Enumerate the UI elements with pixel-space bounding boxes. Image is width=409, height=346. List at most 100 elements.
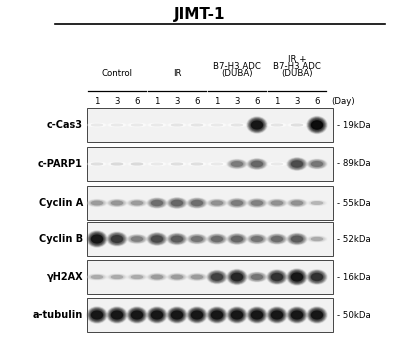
Ellipse shape [110, 163, 124, 165]
Text: Control: Control [101, 69, 133, 78]
Ellipse shape [267, 270, 287, 284]
Ellipse shape [312, 162, 323, 166]
Ellipse shape [288, 234, 306, 244]
Ellipse shape [189, 163, 204, 165]
Ellipse shape [272, 311, 283, 319]
Ellipse shape [307, 117, 327, 134]
Ellipse shape [228, 199, 246, 207]
Ellipse shape [112, 201, 123, 205]
Ellipse shape [149, 274, 165, 280]
Ellipse shape [229, 161, 245, 167]
Ellipse shape [248, 159, 266, 169]
Ellipse shape [107, 162, 127, 166]
Ellipse shape [270, 124, 283, 126]
Ellipse shape [89, 233, 105, 245]
Ellipse shape [191, 200, 204, 206]
Ellipse shape [231, 200, 243, 206]
Ellipse shape [169, 235, 185, 243]
Ellipse shape [231, 236, 243, 243]
Ellipse shape [167, 233, 187, 245]
Ellipse shape [188, 199, 206, 208]
Bar [87, 186, 333, 220]
Ellipse shape [312, 121, 323, 129]
Ellipse shape [189, 309, 204, 321]
Ellipse shape [147, 307, 167, 323]
Ellipse shape [88, 308, 106, 322]
Text: 1: 1 [274, 97, 280, 106]
Ellipse shape [110, 201, 124, 206]
Ellipse shape [110, 124, 124, 126]
Ellipse shape [290, 310, 303, 320]
Text: (Day): (Day) [331, 97, 355, 106]
Ellipse shape [211, 200, 223, 206]
Text: 3: 3 [234, 97, 240, 106]
Ellipse shape [270, 310, 283, 320]
Ellipse shape [227, 307, 247, 323]
Ellipse shape [112, 236, 123, 243]
Ellipse shape [129, 309, 145, 321]
Ellipse shape [290, 235, 303, 243]
Ellipse shape [187, 234, 207, 244]
Ellipse shape [191, 163, 204, 165]
Ellipse shape [169, 124, 185, 127]
Ellipse shape [130, 163, 144, 165]
Ellipse shape [171, 236, 182, 242]
Ellipse shape [169, 309, 185, 321]
Ellipse shape [312, 273, 323, 281]
Ellipse shape [248, 235, 266, 243]
Ellipse shape [267, 199, 287, 207]
Ellipse shape [309, 237, 325, 241]
Ellipse shape [147, 273, 167, 281]
Ellipse shape [207, 123, 227, 127]
Ellipse shape [171, 311, 182, 319]
Ellipse shape [211, 310, 223, 320]
Ellipse shape [168, 274, 186, 280]
Ellipse shape [309, 160, 325, 168]
Ellipse shape [147, 198, 167, 208]
Ellipse shape [208, 200, 226, 207]
Ellipse shape [309, 272, 325, 283]
Ellipse shape [211, 236, 223, 242]
Ellipse shape [247, 199, 267, 208]
Ellipse shape [307, 159, 327, 169]
Ellipse shape [290, 200, 303, 206]
Bar [87, 108, 333, 142]
Ellipse shape [272, 201, 283, 205]
Ellipse shape [270, 272, 283, 282]
Ellipse shape [128, 308, 146, 322]
Ellipse shape [171, 124, 184, 126]
Ellipse shape [130, 310, 144, 320]
Ellipse shape [290, 160, 303, 168]
Ellipse shape [90, 163, 103, 165]
Ellipse shape [292, 273, 303, 281]
Ellipse shape [90, 275, 103, 279]
Ellipse shape [292, 201, 303, 205]
Text: - 19kDa: - 19kDa [337, 120, 371, 129]
Ellipse shape [288, 123, 306, 127]
Ellipse shape [108, 233, 126, 245]
Ellipse shape [191, 124, 202, 126]
Ellipse shape [90, 124, 103, 126]
Text: 6: 6 [254, 97, 260, 106]
Ellipse shape [270, 200, 285, 206]
Ellipse shape [107, 307, 127, 323]
Ellipse shape [287, 123, 307, 127]
Ellipse shape [128, 123, 146, 127]
Ellipse shape [92, 124, 103, 126]
Ellipse shape [189, 124, 204, 127]
Ellipse shape [231, 310, 243, 320]
Ellipse shape [252, 161, 263, 167]
Text: 6: 6 [194, 97, 200, 106]
Ellipse shape [292, 236, 303, 242]
Ellipse shape [211, 237, 222, 242]
Ellipse shape [267, 162, 287, 166]
Ellipse shape [207, 270, 227, 284]
Ellipse shape [149, 234, 165, 244]
Ellipse shape [249, 200, 265, 207]
Text: 3: 3 [174, 97, 180, 106]
Ellipse shape [288, 270, 306, 284]
Ellipse shape [272, 237, 283, 242]
Ellipse shape [108, 123, 126, 127]
Ellipse shape [211, 124, 222, 126]
Ellipse shape [268, 271, 286, 283]
